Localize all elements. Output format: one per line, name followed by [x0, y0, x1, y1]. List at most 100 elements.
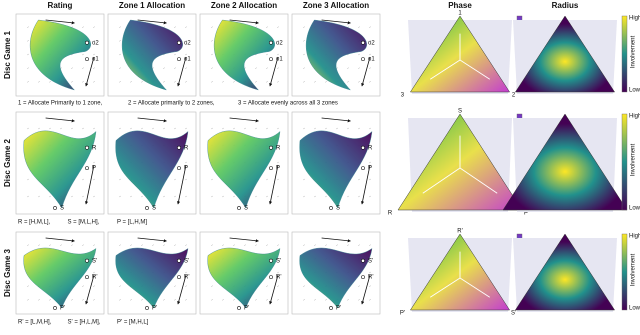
vector-field [265, 178, 269, 181]
point-marker [177, 57, 181, 62]
vector-field [92, 244, 96, 246]
flow-arrow [85, 274, 95, 305]
flow-arrow [361, 56, 371, 87]
flow-arrow [45, 19, 75, 25]
vector-field [368, 40, 372, 42]
vector-field [276, 195, 280, 198]
vector-field [276, 285, 280, 287]
vector-field [37, 127, 41, 130]
vector-field [81, 127, 85, 130]
vector-field [265, 53, 269, 56]
vector-field [276, 244, 280, 246]
vector-field [346, 195, 350, 198]
vector-field [335, 127, 339, 130]
vector-field [140, 244, 144, 246]
point-marker [237, 206, 241, 210]
radius-triangle [514, 15, 616, 93]
point-label: S' [368, 258, 373, 264]
vector-field [81, 53, 85, 56]
vector-field [368, 53, 372, 56]
point-label: S' [92, 258, 97, 264]
vector-field [184, 144, 188, 147]
vector-field [118, 127, 122, 130]
point-marker [269, 275, 273, 280]
vector-field [162, 81, 166, 83]
point-label: P' [152, 306, 157, 312]
legend-text: R = [H,M,L], [18, 220, 51, 226]
vector-field [302, 40, 306, 42]
colorbar [621, 113, 628, 211]
point-marker [177, 40, 181, 45]
point-marker [329, 206, 333, 210]
colorbar-title: Involvement [631, 253, 637, 286]
vector-field [346, 299, 350, 301]
trajectory-surface [23, 247, 97, 309]
vector-field [368, 161, 372, 164]
flow-arrow [361, 274, 371, 305]
row-label: Disc Game 1 [3, 30, 12, 79]
vector-field [254, 195, 258, 198]
point-label: o2 [92, 40, 99, 46]
point-marker [177, 166, 181, 171]
trajectory-surface [213, 19, 275, 91]
vector-field [26, 40, 30, 42]
vector-field [232, 299, 236, 301]
point-label: R [92, 145, 97, 151]
vector-field [37, 299, 41, 301]
vector-field [346, 127, 350, 130]
vector-field [357, 127, 361, 130]
triangle-label: R' [457, 229, 462, 235]
point-marker [85, 275, 89, 280]
point-label: P [368, 166, 372, 172]
vector-field [221, 81, 225, 83]
vector-field [92, 178, 96, 181]
phase-arrow [429, 277, 461, 298]
vector-field [173, 81, 177, 83]
vector-field [173, 195, 177, 198]
vector-field [81, 26, 85, 28]
vector-field [48, 195, 52, 198]
column-title: Phase [448, 1, 472, 10]
vector-field [265, 195, 269, 198]
vector-field [265, 285, 269, 287]
triangle-label: 2 [512, 93, 516, 99]
vector-field [173, 299, 177, 301]
point-marker [145, 306, 149, 310]
vector-field [254, 299, 258, 301]
vector-field [313, 195, 317, 198]
vector-field [140, 195, 144, 198]
colorbar-title: Involvement [631, 35, 637, 68]
point-marker [85, 40, 89, 45]
vector-field [232, 81, 236, 83]
vector-field [184, 40, 188, 42]
vector-field [302, 67, 306, 69]
vector-field [184, 53, 188, 56]
colorbar-low: Low [629, 88, 640, 94]
point-label: P' [336, 306, 341, 312]
vector-field [184, 127, 188, 130]
colorbar-low: Low [629, 306, 640, 312]
flow-arrow [45, 237, 75, 243]
vector-field [184, 271, 188, 274]
vector-field [129, 244, 133, 246]
vector-field [302, 127, 306, 130]
colorbar-high: High [629, 234, 640, 240]
vector-field [81, 67, 85, 69]
vector-field [173, 244, 177, 246]
colorbar [621, 233, 628, 311]
vector-field [265, 67, 269, 69]
vector-field [232, 195, 236, 198]
vector-field [357, 285, 361, 287]
legend-text: P = [L,H,M] [117, 220, 147, 226]
point-label: S [60, 206, 64, 212]
point-label: P [276, 166, 280, 172]
vector-field [357, 195, 361, 198]
vector-field [254, 244, 258, 246]
vector-field [302, 81, 306, 83]
point-marker [177, 258, 181, 263]
vector-field [129, 299, 133, 301]
triangle-label: R [388, 211, 393, 217]
trajectory-surface [299, 130, 373, 209]
phase-arrow [422, 167, 461, 194]
point-label: R' [92, 275, 97, 281]
